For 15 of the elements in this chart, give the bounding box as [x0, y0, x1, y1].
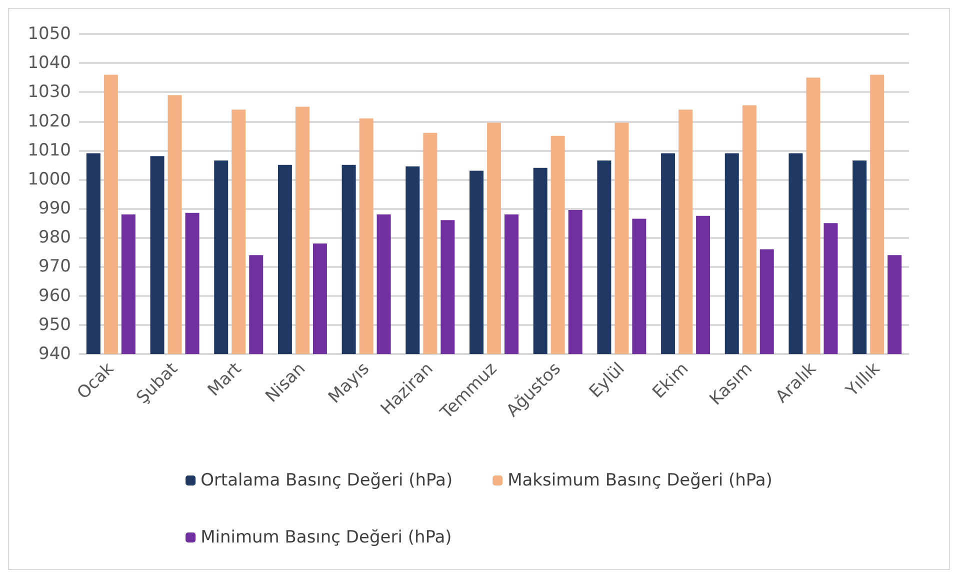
y-tick-label: 1020: [28, 111, 71, 132]
legend-label: Minimum Basınç Değeri (hPa): [200, 528, 452, 548]
y-tick-label: 1010: [28, 140, 71, 160]
y-tick-label: 990: [38, 198, 71, 219]
legend-label: Ortalama Basınç Değeri (hPa): [200, 470, 453, 490]
y-tick-label: 940: [38, 344, 71, 364]
y-tick-label: 1030: [28, 82, 71, 102]
y-tick-label: 960: [38, 286, 71, 306]
y-tick-label: 950: [38, 314, 71, 335]
y-tick-label: 1040: [28, 53, 71, 74]
legend-label: Maksimum Basınç Değeri (hPa): [508, 470, 772, 490]
y-tick-label: 1050: [28, 24, 71, 44]
y-tick-label: 980: [38, 228, 71, 248]
y-tick-label: 1000: [28, 169, 71, 190]
y-tick-label: 970: [38, 256, 71, 277]
